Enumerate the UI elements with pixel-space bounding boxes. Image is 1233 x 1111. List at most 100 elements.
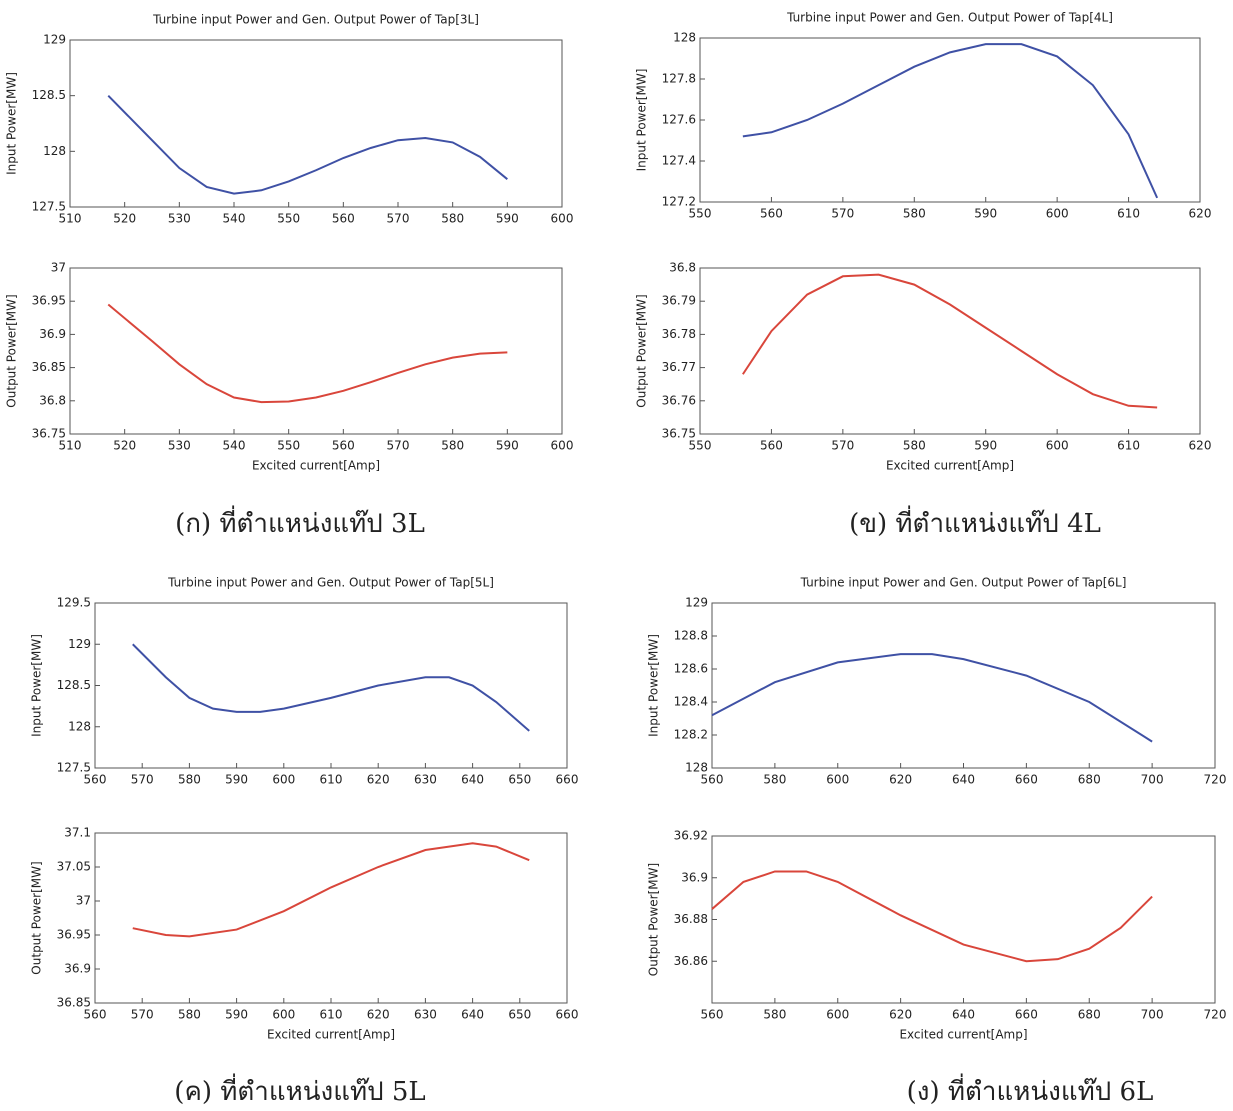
y-axis-label: Output Power[MW] — [30, 861, 44, 974]
y-tick-label: 36.9 — [64, 962, 91, 976]
x-tick-label: 580 — [763, 1008, 786, 1022]
x-tick-label: 600 — [1046, 439, 1069, 453]
x-tick-label: 720 — [1204, 773, 1227, 787]
x-tick-label: 630 — [414, 1008, 437, 1022]
plot-area — [94, 832, 568, 1004]
x-tick-label: 620 — [889, 773, 912, 787]
y-tick-label: 127.6 — [662, 113, 696, 127]
x-tick-label: 580 — [441, 439, 464, 453]
plot-area — [69, 39, 563, 208]
x-axis-label: Excited current[Amp] — [267, 1028, 395, 1042]
y-tick-label: 36.95 — [32, 294, 66, 308]
y-tick-label: 36.85 — [32, 360, 66, 374]
x-tick-label: 610 — [320, 773, 343, 787]
y-axis-label: Input Power[MW] — [5, 72, 19, 175]
y-axis-label: Output Power[MW] — [647, 863, 661, 976]
y-axis-label: Input Power[MW] — [635, 69, 649, 172]
x-tick-label: 600 — [1046, 207, 1069, 221]
x-tick-label: 550 — [689, 207, 712, 221]
caption: (ง) ที่ตำแหน่งแท๊ป 6L — [907, 1073, 1154, 1107]
x-tick-label: 580 — [178, 1008, 201, 1022]
y-axis-label: Input Power[MW] — [647, 634, 661, 737]
y-tick-label: 128.2 — [674, 728, 708, 742]
y-tick-label: 127.5 — [57, 761, 91, 775]
x-tick-label: 700 — [1141, 773, 1164, 787]
x-tick-label: 570 — [387, 439, 410, 453]
x-tick-label: 570 — [831, 439, 854, 453]
data-line — [132, 842, 530, 938]
x-tick-label: 620 — [367, 1008, 390, 1022]
x-tick-label: 590 — [225, 1008, 248, 1022]
x-tick-label: 600 — [826, 1008, 849, 1022]
x-tick-label: 530 — [168, 439, 191, 453]
data-line — [742, 273, 1158, 409]
y-tick-label: 36.9 — [681, 870, 708, 884]
x-tick-label: 590 — [974, 207, 997, 221]
y-tick-label: 36.85 — [57, 996, 91, 1010]
x-tick-label: 590 — [496, 212, 519, 226]
x-tick-label: 530 — [168, 212, 191, 226]
x-tick-label: 650 — [508, 1008, 531, 1022]
x-tick-label: 570 — [131, 773, 154, 787]
x-tick-label: 590 — [496, 439, 519, 453]
plot-area — [69, 267, 563, 435]
x-tick-label: 620 — [367, 773, 390, 787]
data-line — [742, 43, 1159, 199]
data-line — [132, 643, 530, 732]
x-tick-label: 660 — [556, 773, 579, 787]
y-tick-label: 36.76 — [662, 393, 696, 407]
x-tick-label: 590 — [225, 773, 248, 787]
x-tick-label: 660 — [556, 1008, 579, 1022]
y-tick-label: 36.75 — [662, 427, 696, 441]
x-axis-label: Excited current[Amp] — [886, 459, 1014, 473]
x-tick-label: 600 — [826, 773, 849, 787]
x-tick-label: 620 — [889, 1008, 912, 1022]
chart-title: Turbine input Power and Gen. Output Powe… — [800, 576, 1127, 590]
y-tick-label: 129 — [68, 637, 91, 651]
x-tick-label: 600 — [551, 439, 574, 453]
x-tick-label: 680 — [1078, 773, 1101, 787]
y-tick-label: 36.75 — [32, 427, 66, 441]
y-tick-label: 128 — [685, 761, 708, 775]
x-axis-label: Excited current[Amp] — [252, 459, 380, 473]
x-tick-label: 580 — [903, 207, 926, 221]
y-tick-label: 127.5 — [32, 200, 66, 214]
y-tick-label: 127.2 — [662, 195, 696, 209]
y-tick-label: 36.79 — [662, 294, 696, 308]
x-tick-label: 550 — [689, 439, 712, 453]
plot-area — [699, 37, 1201, 203]
x-tick-label: 560 — [332, 212, 355, 226]
x-tick-label: 650 — [508, 773, 531, 787]
y-tick-label: 36.88 — [674, 912, 708, 926]
x-tick-label: 540 — [223, 439, 246, 453]
plot-area — [94, 602, 568, 769]
caption: (ข) ที่ตำแหน่งแท๊ป 4L — [849, 505, 1101, 539]
y-tick-label: 36.8 — [39, 393, 66, 407]
x-tick-label: 630 — [414, 773, 437, 787]
plot-area — [711, 835, 1216, 1004]
y-tick-label: 37 — [76, 894, 91, 908]
y-tick-label: 128.5 — [32, 88, 66, 102]
data-line — [107, 303, 508, 404]
x-tick-label: 550 — [277, 439, 300, 453]
x-tick-label: 560 — [701, 1008, 724, 1022]
x-tick-label: 510 — [59, 212, 82, 226]
plot-area — [699, 267, 1201, 435]
x-tick-label: 570 — [831, 207, 854, 221]
y-tick-label: 129.5 — [57, 596, 91, 610]
x-tick-label: 580 — [903, 439, 926, 453]
plot-area — [711, 602, 1216, 769]
x-tick-label: 680 — [1078, 1008, 1101, 1022]
caption: (ค) ที่ตำแหน่งแท๊ป 5L — [174, 1073, 425, 1107]
x-tick-label: 700 — [1141, 1008, 1164, 1022]
x-tick-label: 560 — [701, 773, 724, 787]
x-tick-label: 570 — [387, 212, 410, 226]
x-tick-label: 600 — [272, 773, 295, 787]
y-tick-label: 129 — [43, 33, 66, 47]
x-tick-label: 510 — [59, 439, 82, 453]
x-tick-label: 540 — [223, 212, 246, 226]
x-tick-label: 570 — [131, 1008, 154, 1022]
y-tick-label: 36.78 — [662, 327, 696, 341]
y-tick-label: 36.9 — [39, 327, 66, 341]
